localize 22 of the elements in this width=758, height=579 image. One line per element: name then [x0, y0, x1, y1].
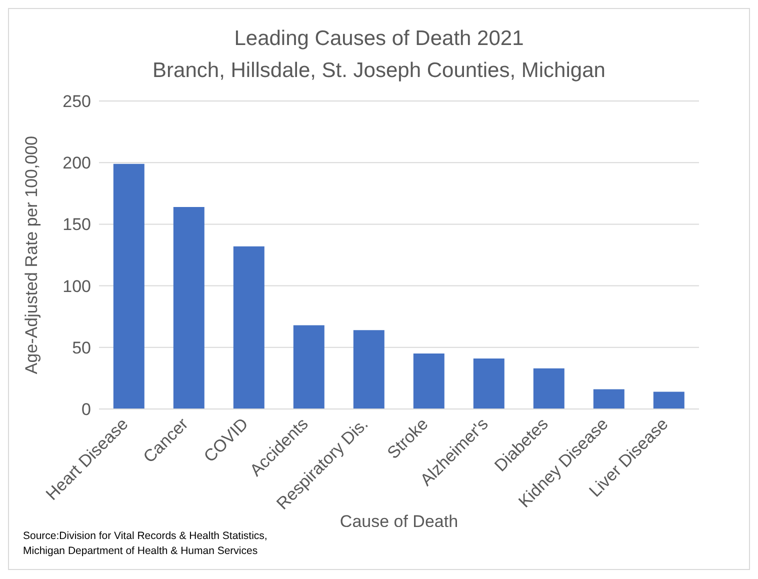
bar [653, 392, 684, 409]
y-tick-label: 0 [82, 400, 91, 420]
bar [293, 325, 324, 409]
chart-subtitle: Branch, Hillsdale, St. Joseph Counties, Michigan [152, 58, 606, 84]
y-tick-label: 100 [62, 276, 91, 296]
bar [353, 330, 384, 409]
bar [473, 358, 504, 409]
bar [113, 164, 144, 409]
source-note: Source:Division for Vital Records & Health Statistics, [23, 529, 268, 544]
bar [533, 368, 564, 409]
bar [233, 246, 264, 409]
y-axis-title: Age-Adjusted Rate per 100,000 [22, 136, 42, 374]
y-tick-label: 150 [62, 215, 91, 234]
x-axis-title: Cause of Death [340, 512, 458, 531]
y-tick-label: 200 [62, 154, 91, 173]
chart-title: Leading Causes of Death 2021 [233, 26, 525, 52]
bar [413, 354, 444, 409]
bar [173, 206, 204, 409]
y-tick-label: 50 [72, 338, 91, 358]
y-tick-label: 250 [62, 92, 91, 112]
bar [593, 389, 624, 409]
text: Michigan Department of Health & Human Services [23, 544, 259, 559]
